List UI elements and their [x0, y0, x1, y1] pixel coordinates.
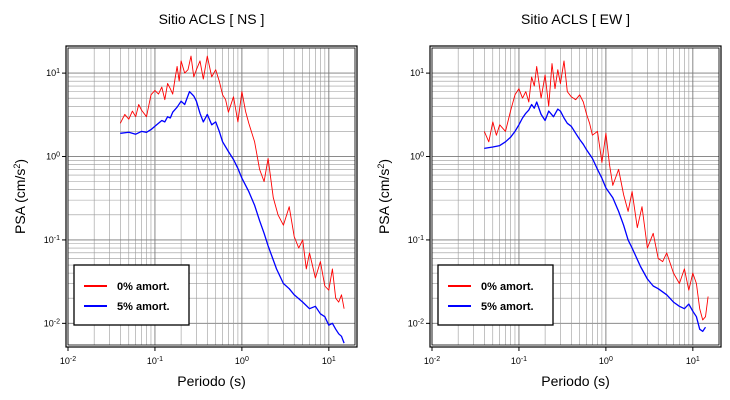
y-tick-label: 100: [410, 151, 424, 162]
y-axis-label-close: ): [12, 159, 28, 164]
y-tick-base: 10: [46, 152, 56, 162]
x-tick-exp: -2: [434, 356, 440, 363]
x-tick-exp: -1: [521, 356, 527, 363]
chart-panel-0: Sitio ACLS [ NS ]10-2 10-1 100 10110-210-11…: [12, 11, 358, 389]
x-tick-label: 100: [599, 356, 613, 367]
y-axis-label-close: ): [376, 159, 392, 164]
y-tick-exp: 1: [56, 68, 60, 75]
plot-frame-inner: [67, 47, 356, 346]
tick-marks: [426, 72, 694, 351]
legend-label-5pct: 5% amort.: [117, 301, 170, 313]
y-tick-label: 10-2: [408, 318, 424, 329]
y-axis-label-exp: 2: [12, 164, 22, 169]
x-tick-label: 10-2: [60, 356, 76, 367]
y-tick-exp: 1: [420, 68, 424, 75]
y-tick-exp: -2: [418, 318, 424, 325]
legend-label-5pct: 5% amort.: [481, 301, 534, 313]
legend-box: [437, 264, 554, 326]
x-tick-exp: 0: [245, 356, 249, 363]
plot-frame-outer: [429, 45, 722, 348]
x-tick-base: 10: [511, 356, 521, 366]
x-tick-label: 10-2: [424, 356, 440, 367]
x-axis-label: Periodo (s): [177, 373, 245, 389]
y-tick-base: 10: [410, 68, 420, 78]
y-tick-exp: 0: [420, 151, 424, 158]
x-tick-exp: -2: [70, 356, 76, 363]
y-tick-base: 10: [410, 152, 420, 162]
y-tick-base: 10: [44, 235, 54, 245]
y-tick-label: 101: [410, 68, 424, 79]
x-tick-label: 100: [235, 356, 249, 367]
y-axis-label-exp: 2: [376, 164, 386, 169]
y-tick-base: 10: [408, 235, 418, 245]
y-tick-base: 10: [408, 318, 418, 328]
legend: 0% amort. 5% amort.: [437, 264, 554, 326]
x-tick-base: 10: [322, 356, 332, 366]
chart-title: Sitio ACLS [ NS ]: [159, 11, 265, 27]
y-axis-label-base: PSA (cm/s: [12, 169, 28, 234]
series-line-5pct: [484, 101, 707, 333]
grid-lines: [431, 47, 720, 345]
plot-frame-inner: [431, 47, 720, 346]
y-tick-label: 10-2: [44, 318, 60, 329]
y-tick-label: 100: [46, 151, 60, 162]
legend-label-0pct: 0% amort.: [117, 281, 170, 293]
x-tick-label: 10-1: [147, 356, 163, 367]
x-tick-base: 10: [686, 356, 696, 366]
plot-frame-outer: [65, 45, 358, 348]
legend-box: [73, 264, 190, 326]
y-tick-base: 10: [46, 68, 56, 78]
y-axis-label: PSA (cm/s2): [12, 159, 28, 234]
x-tick-label: 101: [686, 356, 700, 367]
x-tick-base: 10: [599, 356, 609, 366]
x-axis-label: Periodo (s): [541, 373, 609, 389]
x-tick-base: 10: [235, 356, 245, 366]
y-tick-label: 10-1: [408, 234, 424, 245]
chart-panel-1: Sitio ACLS [ EW ]10-2 10-1 100 10110-210-11…: [376, 11, 722, 389]
x-tick-label: 101: [322, 356, 336, 367]
series-line-0pct: [119, 55, 345, 309]
tick-marks: [62, 72, 330, 351]
y-tick-label: 101: [46, 68, 60, 79]
x-tick-base: 10: [424, 356, 434, 366]
x-tick-exp: 0: [609, 356, 613, 363]
x-tick-base: 10: [147, 356, 157, 366]
y-tick-exp: -1: [54, 234, 60, 241]
y-tick-exp: -2: [54, 318, 60, 325]
y-axis-label-base: PSA (cm/s: [376, 169, 392, 234]
x-tick-exp: -1: [157, 356, 163, 363]
x-tick-label: 10-1: [511, 356, 527, 367]
y-axis-label: PSA (cm/s2): [376, 159, 392, 234]
x-tick-exp: 1: [696, 356, 700, 363]
legend: 0% amort. 5% amort.: [73, 264, 190, 326]
chart-title: Sitio ACLS [ EW ]: [521, 11, 630, 27]
y-tick-exp: 0: [56, 151, 60, 158]
x-tick-exp: 1: [332, 356, 336, 363]
y-tick-label: 10-1: [44, 234, 60, 245]
y-tick-base: 10: [44, 318, 54, 328]
x-tick-base: 10: [60, 356, 70, 366]
y-tick-exp: -1: [418, 234, 424, 241]
legend-label-0pct: 0% amort.: [481, 281, 534, 293]
series-line-5pct: [120, 90, 345, 344]
series-line-0pct: [483, 60, 709, 321]
